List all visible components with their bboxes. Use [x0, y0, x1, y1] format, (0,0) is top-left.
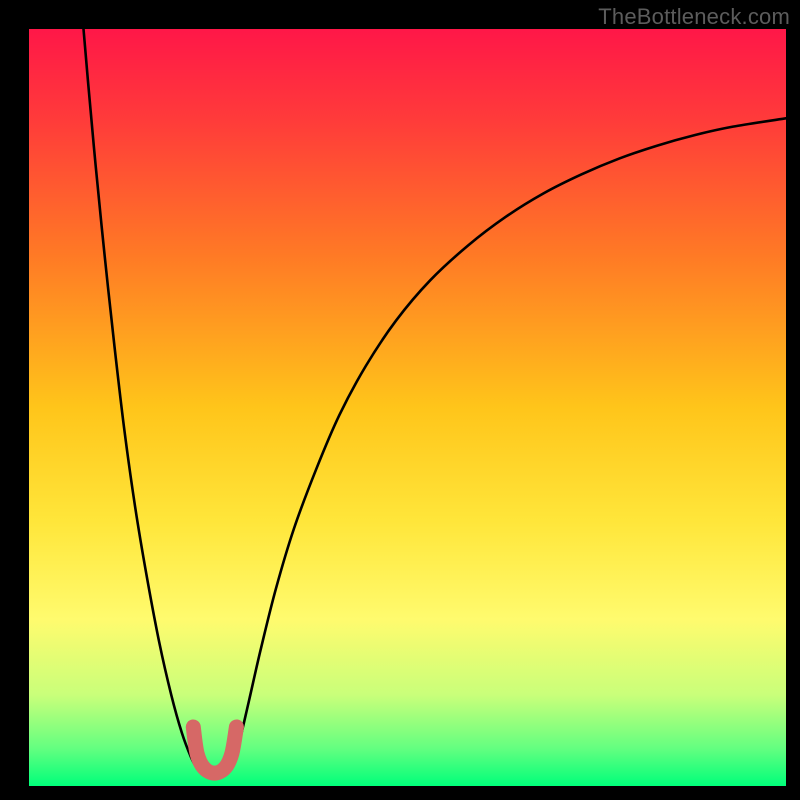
- gradient-background: [29, 29, 786, 786]
- plot-area: [29, 29, 786, 786]
- watermark-text: TheBottleneck.com: [598, 4, 790, 30]
- chart-frame: TheBottleneck.com: [0, 0, 800, 800]
- plot-svg: [29, 29, 786, 786]
